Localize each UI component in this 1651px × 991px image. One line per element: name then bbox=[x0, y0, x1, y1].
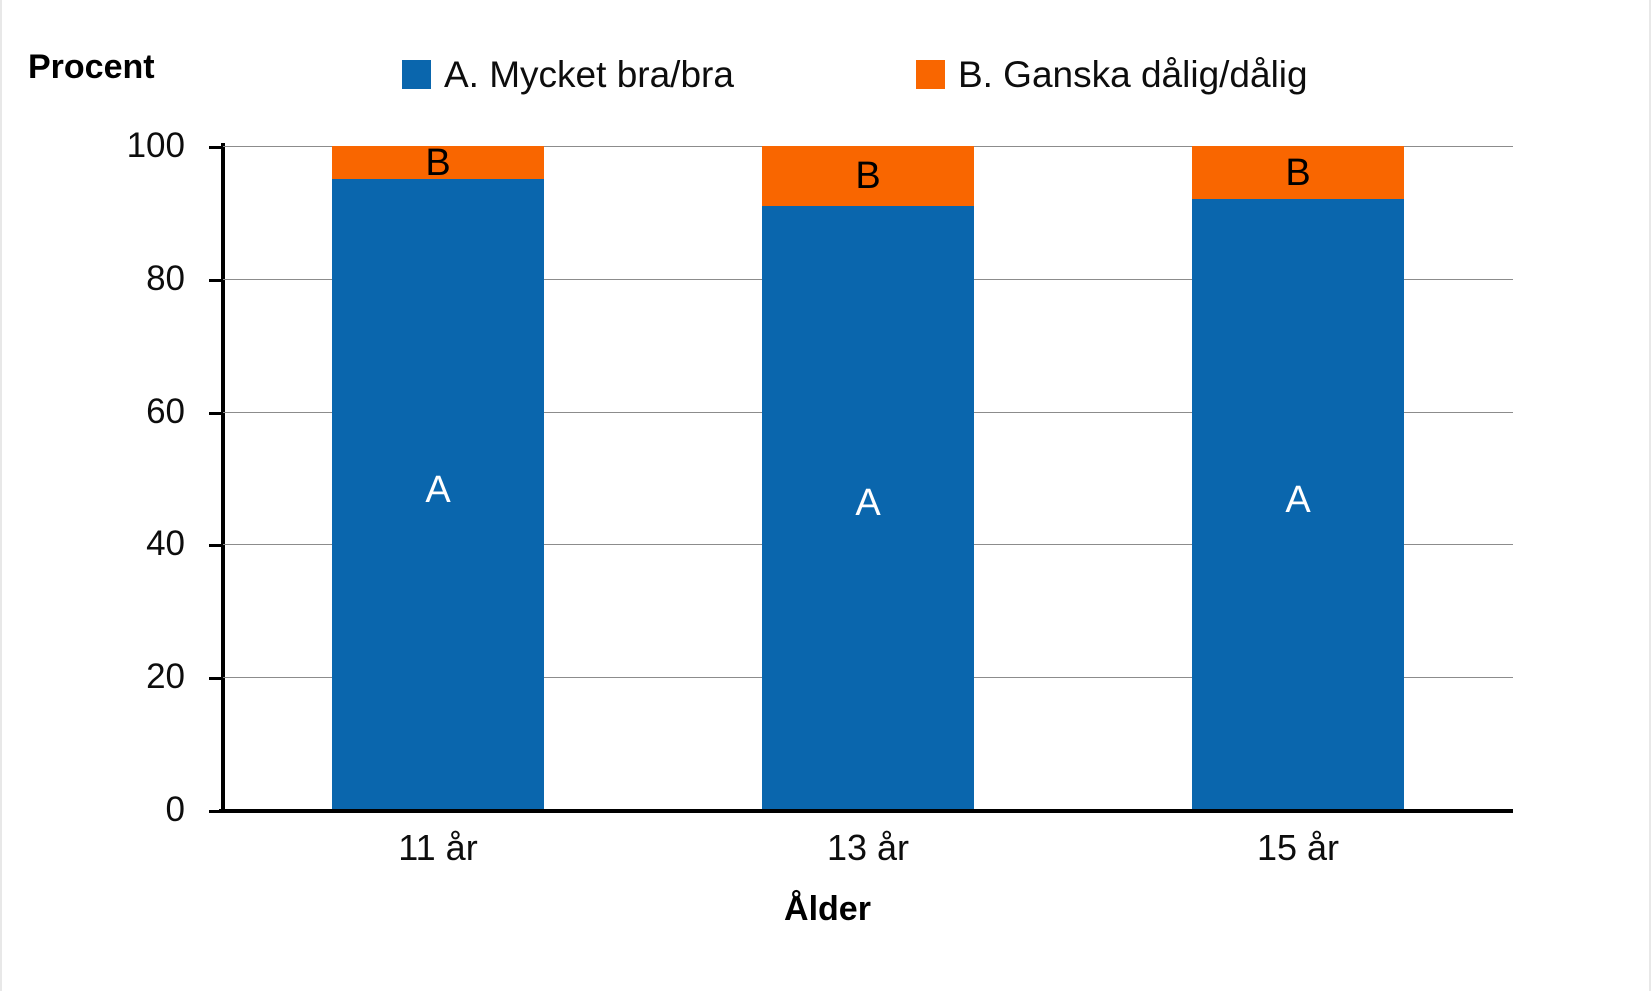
x-tick-label: 15 år bbox=[1256, 827, 1340, 868]
bar-segment-b[interactable]: B bbox=[762, 146, 974, 206]
y-tick-label: 40 bbox=[146, 524, 185, 564]
bar-segment-label: B bbox=[855, 154, 881, 197]
bar-segment-label: B bbox=[425, 141, 451, 184]
y-axis-title: Procent bbox=[28, 48, 155, 86]
bar-segment-label: A bbox=[1285, 478, 1311, 521]
x-tick-label: 11 år bbox=[398, 827, 478, 868]
y-tick-label: 80 bbox=[146, 258, 185, 298]
bar-segment-b[interactable]: B bbox=[332, 141, 544, 184]
x-axis-title: Ålder bbox=[784, 890, 871, 928]
legend-item-b[interactable]: B. Ganska dålig/dålig bbox=[915, 53, 1308, 95]
bar-segment-label: B bbox=[1285, 151, 1311, 194]
y-tick-mark bbox=[209, 411, 222, 415]
y-tick-label: 100 bbox=[126, 126, 185, 165]
bar-segment-a[interactable]: A bbox=[332, 179, 544, 810]
bar-segment-b[interactable]: B bbox=[1192, 146, 1404, 200]
legend-swatch-a bbox=[402, 59, 431, 89]
y-tick-mark bbox=[209, 146, 222, 149]
y-tick-mark bbox=[209, 544, 222, 548]
legend-item-a[interactable]: A. Mycket bra/bra bbox=[402, 56, 734, 93]
x-axis-line bbox=[219, 809, 1513, 813]
legend-swatch-b bbox=[915, 59, 945, 89]
bar-segment-label: A bbox=[425, 468, 451, 511]
y-tick-label: 20 bbox=[146, 657, 185, 697]
y-tick-label: 60 bbox=[146, 391, 185, 431]
y-tick-label: 0 bbox=[165, 790, 185, 829]
bar-segment-a[interactable]: A bbox=[762, 205, 974, 810]
bar-segment-label: A bbox=[855, 481, 881, 524]
chart-legend: A. Mycket bra/bra B. Ganska dålig/dålig bbox=[402, 44, 1402, 104]
y-tick-mark bbox=[209, 278, 222, 282]
bar-segment-a[interactable]: A bbox=[1192, 199, 1404, 810]
y-axis-line bbox=[221, 143, 225, 813]
legend-label-b: B. Ganska dålig/dålig bbox=[957, 53, 1308, 95]
x-tick-label: 13 år bbox=[826, 827, 910, 868]
legend-label-a: A. Mycket bra/bra bbox=[444, 53, 734, 95]
y-tick-mark bbox=[209, 810, 222, 813]
y-tick-mark bbox=[209, 677, 222, 681]
